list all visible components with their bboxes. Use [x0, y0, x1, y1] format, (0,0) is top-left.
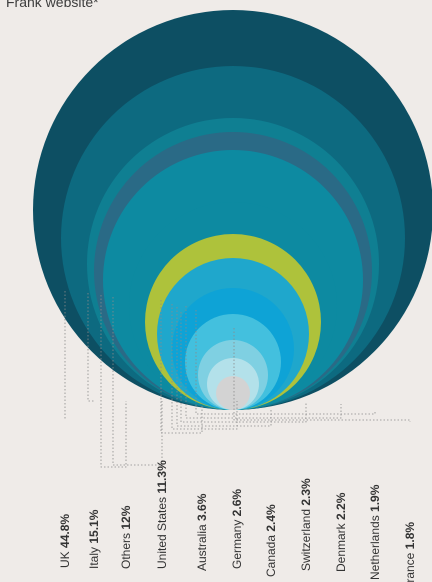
chart-title: Frank website* [6, 0, 99, 10]
country-name: Netherlands [368, 512, 382, 580]
country-label: Switzerland 2.3% [299, 478, 313, 571]
leader-line [160, 300, 203, 434]
country-value: 2.6% [230, 489, 244, 517]
country-value: 44.8% [58, 514, 72, 548]
leader-line [171, 304, 238, 430]
country-name: Italy [87, 544, 101, 569]
leader-lines [64, 291, 411, 468]
country-label: Netherlands 1.9% [368, 484, 382, 580]
country-name: Germany [230, 516, 244, 569]
country-label: Italy 15.1% [87, 509, 101, 569]
leader-line [185, 306, 342, 419]
country-label: Others 12% [119, 505, 133, 569]
country-label: Australia 3.6% [195, 493, 209, 571]
ring-12 [216, 376, 250, 410]
country-value: 2.4% [264, 504, 278, 532]
country-value: 1.8% [403, 522, 417, 550]
leader-line [233, 328, 411, 422]
country-value: 1.9% [368, 484, 382, 512]
country-value: 12% [119, 505, 133, 529]
country-label: UK 44.8% [58, 514, 72, 568]
country-name: UK [58, 548, 72, 568]
country-label: United States 11.3% [155, 460, 169, 569]
country-label: France 1.8% [403, 522, 417, 582]
country-value: 11.3% [155, 460, 169, 494]
leader-line [176, 307, 272, 427]
country-name: Canada [264, 532, 278, 577]
country-label: Denmark 2.2% [334, 492, 348, 572]
country-name: Australia [195, 521, 209, 571]
country-value: 2.2% [334, 492, 348, 520]
country-name: United States [155, 494, 169, 569]
country-value: 3.6% [195, 493, 209, 521]
country-name: Denmark [334, 520, 348, 572]
leader-line [180, 312, 307, 423]
leader-line [87, 293, 94, 402]
leader-line [195, 310, 376, 415]
country-label: Canada 2.4% [264, 504, 278, 577]
country-value: 15.1% [87, 509, 101, 543]
country-name: France [403, 549, 417, 582]
country-name: Others [119, 530, 133, 569]
country-name: Switzerland [299, 506, 313, 571]
country-value: 2.3% [299, 478, 313, 506]
country-label: Germany 2.6% [230, 489, 244, 569]
